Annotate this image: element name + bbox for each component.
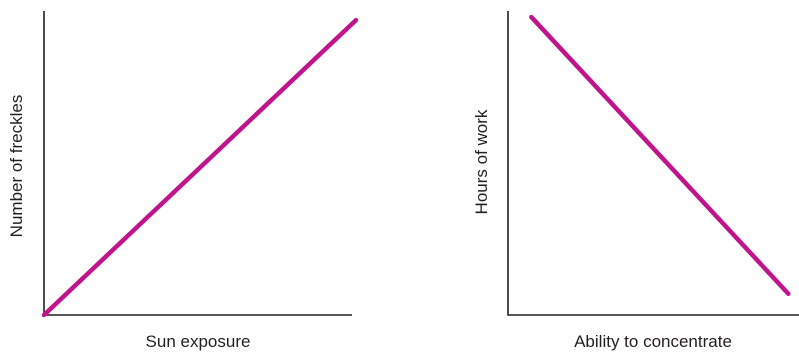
chart-concentration-axes [507, 11, 799, 316]
chart-freckles-y-axis-label: Number of freckles [7, 95, 26, 238]
chart-concentration: Ability to concentrate Hours of work [472, 11, 799, 351]
chart-freckles: Sun exposure Number of freckles [7, 11, 359, 351]
chart-concentration-x-axis-label: Ability to concentrate [574, 332, 732, 351]
chart-freckles-series-line [41, 17, 359, 318]
chart-concentration-y-axis-label: Hours of work [472, 109, 491, 214]
chart-freckles-x-axis-label: Sun exposure [146, 332, 251, 351]
chart-concentration-series-line [529, 14, 791, 296]
